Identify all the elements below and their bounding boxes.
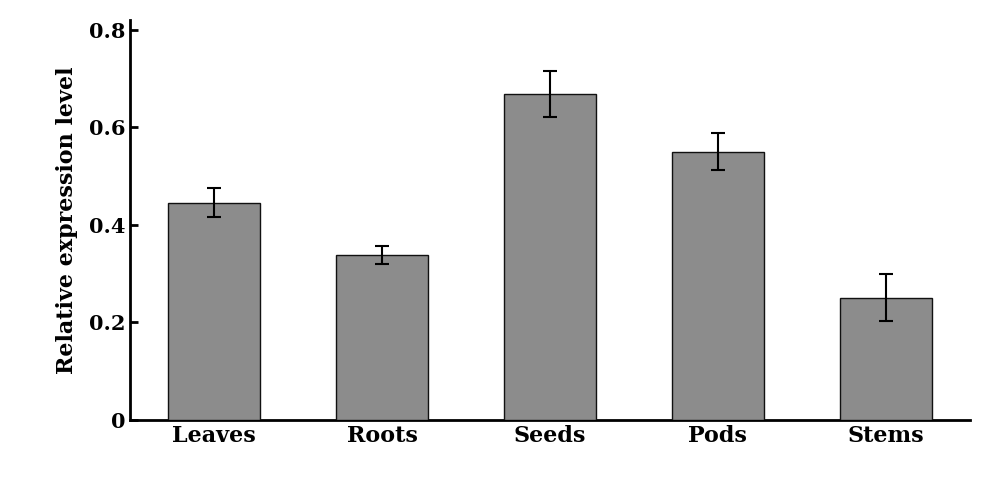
Bar [504, 94, 596, 420]
Bar [336, 255, 428, 420]
Bar [672, 152, 764, 420]
Y-axis label: Relative expression level: Relative expression level [56, 66, 78, 373]
Bar [168, 203, 260, 420]
Bar [840, 298, 932, 420]
